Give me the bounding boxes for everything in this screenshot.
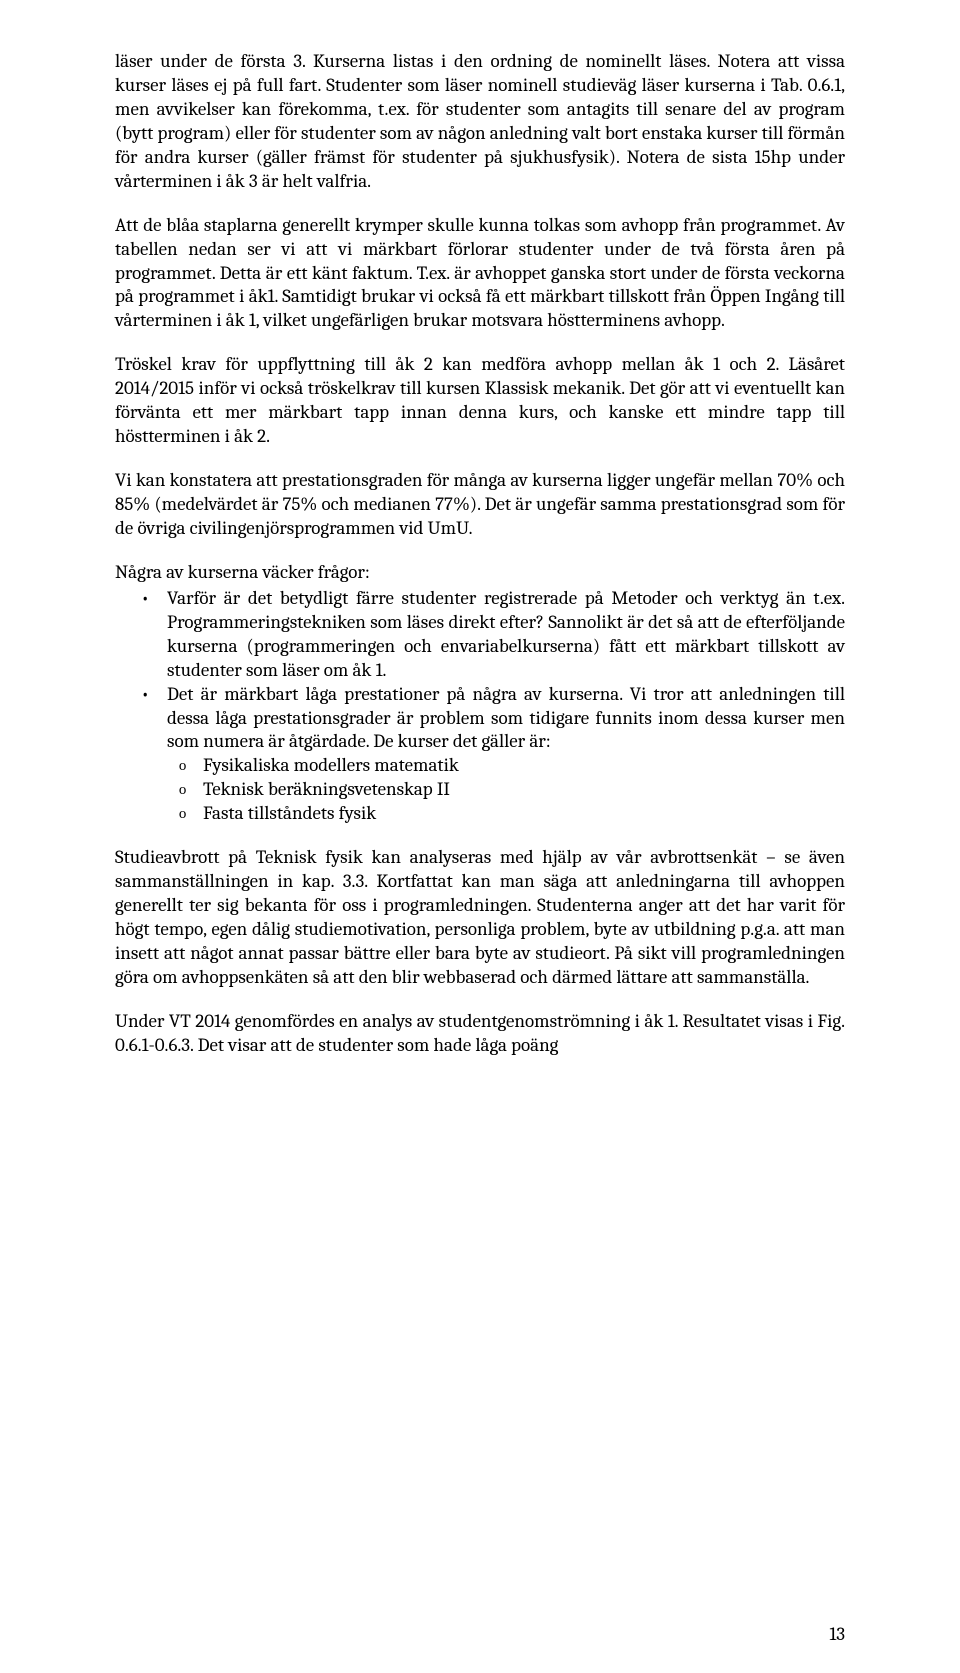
paragraph-6: Under VT 2014 genomfördes en analys av s… [115, 1010, 845, 1058]
paragraph-5: Studieavbrott på Teknisk fysik kan analy… [115, 846, 845, 990]
bullet-item-1: Varför är det betydligt färre studenter … [167, 587, 845, 683]
document-page: läser under de första 3. Kurserna listas… [0, 0, 960, 1673]
paragraph-1: läser under de första 3. Kurserna listas… [115, 50, 845, 194]
paragraph-2: Att de blåa staplarna generellt krymper … [115, 214, 845, 334]
sub-item-3: Fasta tillståndets fysik [203, 802, 845, 826]
list-lead-text: Några av kurserna väcker frågor: [115, 561, 845, 585]
paragraph-3: Tröskel krav för uppflyttning till åk 2 … [115, 353, 845, 449]
bullet-item-2-text: Det är märkbart låga prestationer på någ… [167, 683, 845, 753]
sub-item-2: Teknisk beräkningsvetenskap II [203, 778, 845, 802]
paragraph-4: Vi kan konstatera att prestationsgraden … [115, 469, 845, 541]
bullet-item-2: Det är märkbart låga prestationer på någ… [167, 683, 845, 827]
sub-item-1: Fysikaliska modellers matematik [203, 754, 845, 778]
page-number: 13 [829, 1623, 845, 1645]
question-list: Varför är det betydligt färre studenter … [115, 587, 845, 826]
course-sublist: Fysikaliska modellers matematik Teknisk … [167, 754, 845, 826]
